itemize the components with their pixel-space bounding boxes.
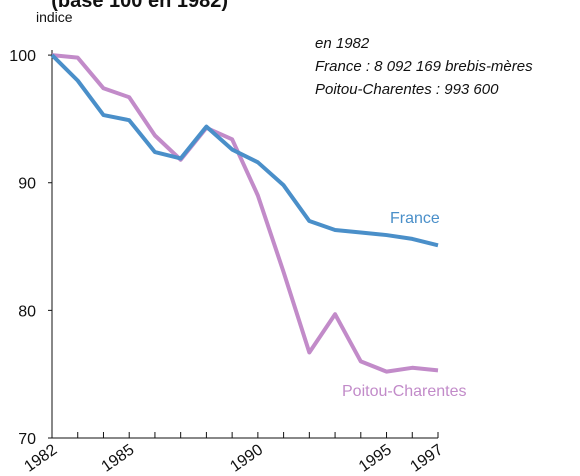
- y-tick-label: 90: [18, 176, 36, 193]
- y-tick-label: 100: [9, 48, 36, 65]
- annotation: France : 8 092 169 brebis-mères: [315, 58, 533, 75]
- y-tick-label: 70: [18, 431, 36, 448]
- series-label: France: [390, 210, 440, 227]
- chart-title: (base 100 en 1982): [51, 0, 228, 12]
- annotation: Poitou-Charentes : 993 600: [315, 81, 499, 98]
- y-axis-label: indice: [36, 9, 73, 25]
- x-tick-label: 1995: [356, 441, 395, 475]
- y-tick-label: 80: [18, 303, 36, 320]
- x-tick-label: 1990: [227, 441, 266, 475]
- series-line: [51, 53, 439, 374]
- series-line: [50, 53, 439, 248]
- x-tick-label: 1997: [407, 441, 446, 475]
- series-label: Poitou-Charentes: [342, 383, 467, 400]
- annotation: en 1982: [315, 35, 370, 52]
- x-tick-label: 1985: [99, 441, 138, 475]
